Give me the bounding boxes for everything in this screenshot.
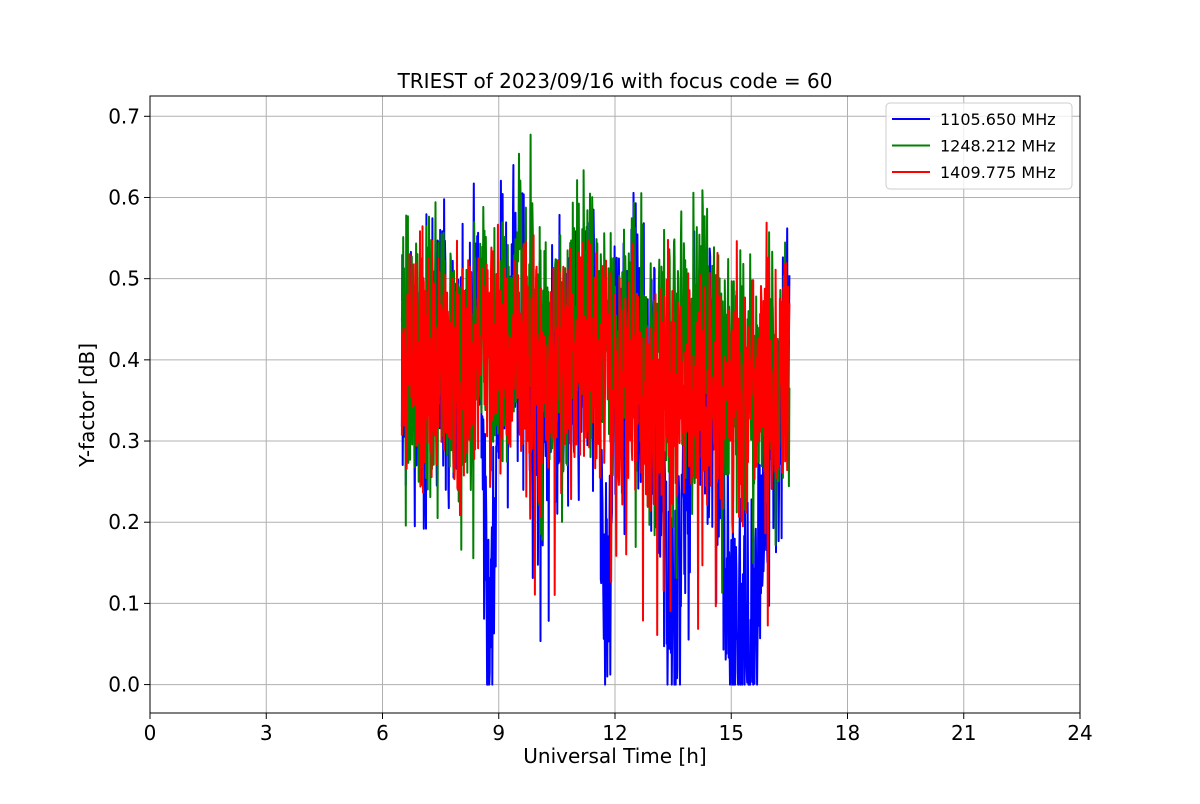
legend: 1105.650 MHz 1248.212 MHz 1409.775 MHz [885, 102, 1073, 190]
legend-label: 1105.650 MHz [940, 110, 1056, 129]
series-layer [400, 133, 791, 686]
y-tick-label: 0.6 [108, 185, 140, 209]
chart-title: TRIEST of 2023/09/16 with focus code = 6… [397, 69, 833, 93]
x-axis-ticks: 0 3 6 9 12 15 18 21 24 [144, 713, 1093, 745]
y-tick-label: 0.1 [108, 591, 140, 615]
x-tick-label: 21 [951, 721, 976, 745]
x-tick-label: 3 [260, 721, 273, 745]
legend-label: 1409.775 MHz [940, 163, 1056, 182]
y-axis-label: Y-factor [dB] [75, 343, 99, 468]
y-tick-label: 0.4 [108, 348, 140, 372]
y-tick-label: 0.5 [108, 267, 140, 291]
legend-box [885, 102, 1073, 190]
x-tick-label: 12 [602, 721, 627, 745]
x-tick-label: 24 [1067, 721, 1092, 745]
x-tick-label: 18 [835, 721, 860, 745]
y-tick-label: 0.2 [108, 510, 140, 534]
x-tick-label: 0 [144, 721, 157, 745]
y-tick-label: 0.7 [108, 104, 140, 128]
x-axis-label: Universal Time [h] [523, 744, 706, 768]
x-tick-label: 9 [492, 721, 505, 745]
x-tick-label: 15 [719, 721, 744, 745]
y-tick-label: 0.3 [108, 429, 140, 453]
x-tick-label: 6 [376, 721, 389, 745]
series-line [400, 221, 791, 636]
y-axis-ticks: 0.0 0.1 0.2 0.3 0.4 0.5 0.6 0.7 [108, 104, 150, 697]
y-tick-label: 0.0 [108, 673, 140, 697]
legend-label: 1248.212 MHz [940, 137, 1056, 156]
